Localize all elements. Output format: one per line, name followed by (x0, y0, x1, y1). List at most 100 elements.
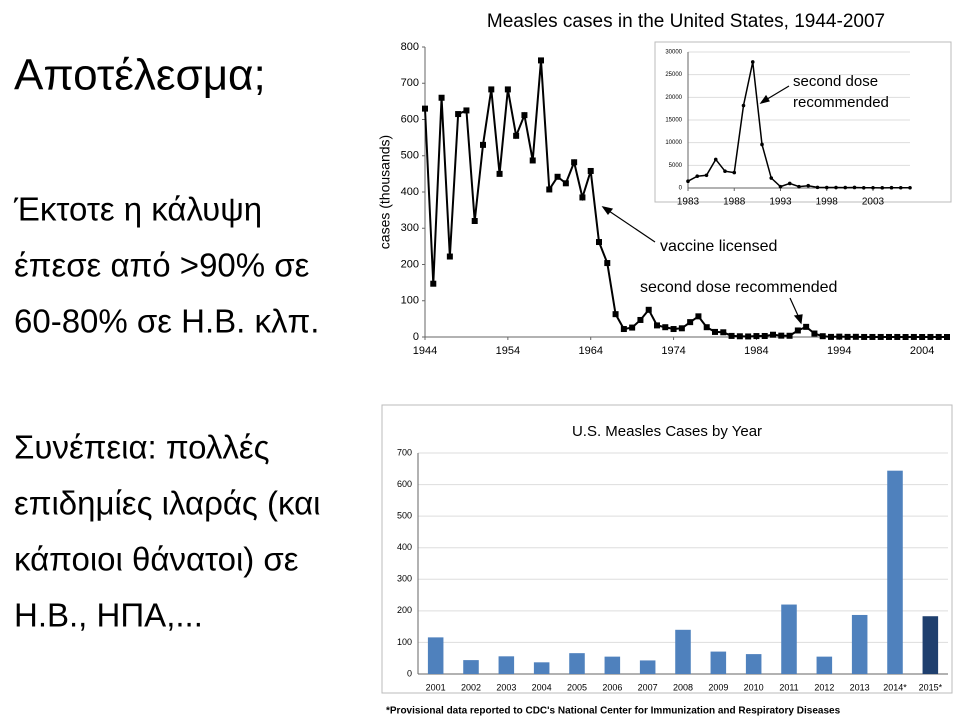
data-line (424, 60, 948, 339)
data-point (935, 333, 942, 340)
line-chart: Measles cases in the United States, 1944… (377, 11, 950, 357)
data-point (703, 324, 710, 331)
y-tick-label: 25000 (665, 72, 682, 78)
data-point (834, 185, 838, 190)
x-tick-label: 2011 (779, 682, 798, 692)
data-point (869, 333, 876, 340)
data-point (815, 185, 820, 190)
x-tick-label: 2002 (461, 682, 481, 692)
data-point (806, 183, 811, 188)
bar (569, 653, 585, 674)
data-point (794, 327, 801, 334)
data-point (562, 180, 569, 187)
y-tick-label: 0 (679, 186, 683, 192)
data-point (430, 280, 437, 287)
y-tick-label: 500 (397, 511, 412, 521)
bar (745, 654, 762, 674)
y-tick-label: 700 (401, 77, 419, 89)
data-point (736, 333, 743, 340)
data-point (604, 260, 611, 267)
data-point (546, 186, 553, 193)
data-point (787, 181, 792, 186)
y-axis-label: cases (thousands) (377, 135, 393, 249)
y-tick-label: 700 (397, 447, 412, 457)
data-point (880, 186, 885, 190)
data-point (422, 105, 428, 112)
data-point (811, 330, 818, 337)
data-point (723, 169, 727, 174)
y-tick-label: 5000 (669, 163, 683, 169)
x-tick-label: 2012 (814, 682, 834, 692)
x-tick-label: 1974 (661, 345, 685, 357)
arrow (605, 208, 656, 243)
slide-text-line: 60-80% σε Η.Β. κλπ. (14, 303, 319, 340)
chart-title: Measles cases in the United States, 1944… (487, 11, 885, 32)
data-point (695, 174, 700, 179)
slide-text-line: έπεσε από >90% σε (14, 247, 310, 284)
data-point (745, 333, 752, 340)
x-tick-label: 2009 (708, 682, 728, 692)
slide-text-line: Συνέπεια: πολλές (14, 429, 270, 466)
data-point (877, 333, 884, 340)
y-tick-label: 200 (401, 258, 419, 270)
data-point (786, 332, 793, 339)
data-point (720, 329, 727, 336)
y-tick-label: 0 (407, 668, 412, 678)
x-tick-label: 2007 (638, 682, 658, 692)
x-tick-label: 2004 (910, 345, 934, 357)
data-point (637, 316, 644, 323)
annotation: vaccine licensed (660, 238, 777, 255)
data-point (695, 313, 702, 320)
data-point (778, 184, 783, 189)
bar (639, 660, 656, 674)
data-point (712, 328, 718, 335)
x-tick-label: 1998 (816, 197, 839, 208)
bar (533, 662, 550, 674)
data-point (463, 107, 470, 114)
data-point (852, 185, 857, 190)
data-point (488, 86, 495, 93)
inset-frame (654, 41, 952, 203)
data-point (629, 324, 636, 331)
data-point (824, 185, 829, 190)
y-tick-label: 200 (397, 605, 412, 615)
x-tick-label: 2006 (602, 682, 622, 692)
data-point (803, 323, 810, 330)
bar (816, 656, 833, 674)
data-point (686, 179, 690, 183)
bar (463, 660, 479, 674)
data-point (538, 57, 544, 64)
data-point (741, 103, 746, 108)
y-tick-label: 15000 (665, 118, 682, 124)
data-point (446, 253, 453, 260)
bar (675, 629, 691, 674)
y-tick-label: 400 (401, 186, 419, 198)
data-point (886, 333, 892, 340)
bar (922, 616, 939, 674)
chart-title: U.S. Measles Cases by Year (572, 423, 762, 440)
y-tick-label: 300 (401, 222, 419, 234)
data-point (770, 331, 776, 338)
bar (604, 656, 621, 674)
x-tick-label: 2013 (850, 682, 870, 692)
data-point (678, 325, 685, 332)
inset-chart: 0 5000 10000 15000 20000 25000 30000 1983 1988 19… (665, 50, 912, 208)
data-point (778, 332, 785, 339)
data-point (612, 311, 619, 318)
y-tick-label: 600 (397, 479, 412, 489)
y-tick-label: 10000 (665, 140, 682, 146)
x-tick-label: 2014* (883, 682, 907, 692)
y-tick-label: 20000 (665, 95, 682, 101)
y-tick-label: 100 (397, 637, 412, 647)
arrow-head (759, 94, 770, 104)
data-point (455, 111, 462, 118)
slide-text-line: κάποιοι θάνατοι) σε (14, 541, 299, 578)
data-point (521, 112, 528, 119)
data-point (769, 176, 774, 180)
data-point (513, 132, 520, 139)
data-point (732, 170, 737, 175)
y-tick-label: 500 (401, 150, 419, 162)
data-point (861, 333, 868, 340)
data-point (753, 333, 760, 340)
bar (887, 470, 903, 674)
